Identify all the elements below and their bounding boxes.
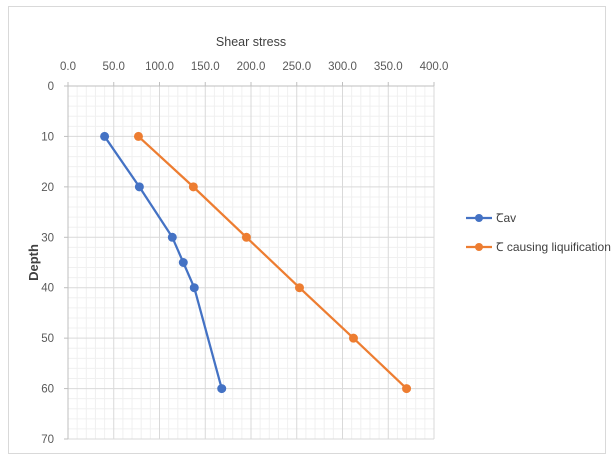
y-tick-label: 10 (41, 131, 54, 143)
data-point (241, 232, 251, 242)
legend-item: Ꞇ causing liquification (466, 240, 611, 254)
legend-label: Ꞇav (496, 211, 516, 225)
series-2 (133, 131, 412, 394)
data-point (348, 333, 358, 343)
chart-frame (8, 6, 606, 454)
x-axis-title: Shear stress (216, 35, 286, 49)
x-tick-label: 250.0 (282, 61, 311, 73)
data-point (167, 232, 177, 242)
legend-marker (475, 243, 483, 251)
data-point (100, 131, 110, 141)
data-point (189, 283, 199, 293)
y-tick-label: 30 (41, 232, 54, 244)
y-axis-title: Depth (26, 244, 41, 281)
x-tick-label: 350.0 (374, 61, 403, 73)
grid (68, 86, 435, 440)
legend-marker (475, 214, 483, 222)
series-1 (100, 131, 227, 394)
x-tick-label: 200.0 (237, 61, 266, 73)
y-tick-label: 20 (41, 182, 54, 194)
x-tick-label: 100.0 (145, 61, 174, 73)
data-point (188, 182, 198, 192)
y-tick-label: 50 (41, 333, 54, 345)
y-tick-label: 60 (41, 384, 54, 396)
data-point (217, 384, 227, 394)
y-tick-label: 70 (41, 434, 54, 446)
series-line (137, 135, 408, 390)
y-tick-label: 40 (41, 283, 54, 295)
legend-item: Ꞇav (466, 211, 516, 225)
tick-labels: 0.0 50.0 100.0 150.0 200.0 250.0 300.0 350.0 400… (41, 61, 448, 446)
x-tick-label: 400.0 (420, 61, 449, 73)
x-tick-label: 0.0 (60, 61, 76, 73)
data-point (134, 182, 144, 192)
legend-label: Ꞇ causing liquification (496, 240, 611, 254)
x-tick-label: 300.0 (328, 61, 357, 73)
data-point (178, 258, 188, 267)
data-point (294, 283, 304, 293)
y-tick-label: 0 (48, 81, 54, 93)
series-line (103, 135, 223, 389)
series-layer (100, 131, 412, 394)
x-tick-label: 150.0 (191, 61, 220, 73)
axes (64, 82, 435, 440)
x-tick-label: 50.0 (103, 61, 125, 73)
data-point (402, 384, 412, 394)
data-point (133, 131, 143, 141)
legend: Ꞇav Ꞇ causing liquification (466, 211, 611, 254)
